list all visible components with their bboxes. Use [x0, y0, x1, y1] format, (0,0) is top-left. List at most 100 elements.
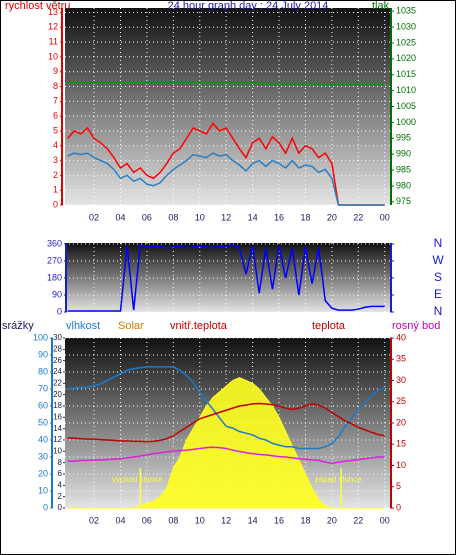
- annotation: západ slunce: [315, 475, 363, 484]
- y2-tick-label: 1015: [396, 69, 416, 79]
- y2-tick-label: 40: [396, 332, 406, 342]
- x-tick-label: 18: [300, 212, 310, 222]
- y-tick-label: 4: [53, 140, 58, 150]
- y-tick-label: 50: [38, 417, 48, 427]
- x-tick-label: 18: [300, 515, 310, 525]
- line: [67, 402, 385, 443]
- annotation: východ slunce: [112, 475, 163, 484]
- y2-tick-label: 15: [396, 439, 406, 449]
- line: [67, 122, 385, 206]
- x-tick-label: 02: [89, 515, 99, 525]
- y-tick-label: 20: [38, 468, 48, 478]
- y2-tick-label: 1025: [396, 37, 416, 47]
- line: [67, 81, 385, 86]
- y2-tick-label: S: [434, 270, 442, 284]
- y-tick-label: 3: [53, 155, 58, 165]
- series-label: teplota: [312, 320, 346, 332]
- x-tick-label: 14: [248, 515, 258, 525]
- chart-title: 24 hour graph day : 24 July 2014: [168, 0, 329, 12]
- x-tick-label: 20: [327, 515, 337, 525]
- y3-tick-label: 0: [58, 503, 63, 512]
- y2-tick-label: 20: [396, 417, 406, 427]
- area: [67, 377, 385, 509]
- y-tick-label: 2: [53, 170, 58, 180]
- x-tick-label: 06: [142, 212, 152, 222]
- y3-tick-label: 18: [53, 401, 62, 410]
- y2-tick-label: 990: [396, 149, 411, 159]
- y-tick-label: 360: [47, 238, 62, 248]
- y2-tick-label: 980: [396, 180, 411, 190]
- y-tick-label: 13: [48, 7, 58, 17]
- line: [67, 366, 386, 450]
- y3-tick-label: 16: [53, 412, 62, 421]
- x-tick-label: 20: [327, 212, 337, 222]
- y-tick-label: 10: [38, 485, 48, 495]
- x-tick-label: 16: [274, 212, 284, 222]
- line: [67, 446, 385, 465]
- y2-tick-label: 1005: [396, 101, 416, 111]
- y2-tick-label: 1010: [396, 85, 416, 95]
- x-tick-label: 08: [168, 212, 178, 222]
- x-tick-label: 10: [195, 515, 205, 525]
- y-tick-label: 10: [48, 51, 58, 61]
- y-tick-label: 30: [38, 451, 48, 461]
- y3-tick-label: 14: [53, 424, 62, 433]
- y-tick-label: 7: [53, 96, 58, 106]
- y2-axis-title: tlak: [372, 0, 390, 12]
- y-tick-label: 9: [53, 66, 58, 76]
- y3-tick-label: 10: [53, 446, 62, 455]
- y-tick-label: 5: [53, 125, 58, 135]
- y-tick-label: 90: [38, 349, 48, 359]
- y2-tick-label: 985: [396, 164, 411, 174]
- y-tick-label: 40: [38, 434, 48, 444]
- y-tick-label: 0: [53, 199, 58, 209]
- y-tick-label: 12: [48, 22, 58, 32]
- x-tick-label: 02: [89, 212, 99, 222]
- x-tick-label: 06: [142, 515, 152, 525]
- y2-tick-label: E: [434, 287, 442, 301]
- x-tick-label: 04: [115, 515, 125, 525]
- x-tick-label: 14: [248, 212, 258, 222]
- y-tick-label: 70: [38, 383, 48, 393]
- y2-tick-label: 35: [396, 354, 406, 364]
- y-tick-label: 80: [38, 366, 48, 376]
- y-tick-label: 11: [49, 36, 58, 46]
- y-tick-label: 90: [52, 289, 62, 299]
- y2-tick-label: 1000: [396, 117, 416, 127]
- y3-tick-label: 8: [58, 458, 63, 467]
- plot-background: [65, 8, 390, 205]
- y2-tick-label: 0: [396, 502, 401, 512]
- x-tick-label: 12: [221, 515, 231, 525]
- x-tick-label: 16: [274, 515, 284, 525]
- series-label: vlhkost: [66, 320, 100, 332]
- y2-tick-label: N: [434, 236, 443, 250]
- series-label: vnitř.teplota: [170, 320, 228, 332]
- y-tick-label: 1: [53, 185, 58, 195]
- y-tick-label: 0: [57, 306, 62, 316]
- x-tick-label: 00: [380, 212, 390, 222]
- series-label: Solar: [118, 320, 144, 332]
- y3-tick-label: 4: [58, 480, 63, 489]
- y-tick-label: 60: [38, 400, 48, 410]
- y2-tick-label: 1030: [396, 21, 416, 31]
- y-axis-title: rychlost větru: [5, 0, 70, 12]
- x-tick-label: 22: [353, 212, 363, 222]
- y2-tick-label: 1020: [396, 53, 416, 63]
- y2-tick-label: 30: [396, 375, 406, 385]
- x-tick-label: 22: [353, 515, 363, 525]
- y2-tick-label: 975: [396, 196, 411, 206]
- y3-tick-label: 30: [53, 333, 62, 342]
- y2-tick-label: 25: [396, 396, 406, 406]
- y2-tick-label: 995: [396, 133, 411, 143]
- line: [67, 243, 385, 312]
- y3-tick-label: 24: [53, 367, 62, 376]
- y3-tick-label: 20: [53, 390, 62, 399]
- y-tick-label: 8: [53, 81, 58, 91]
- y3-tick-label: 6: [58, 469, 63, 478]
- y3-tick-label: 22: [53, 378, 62, 387]
- x-tick-label: 00: [380, 515, 390, 525]
- y-tick-label: 270: [47, 255, 62, 265]
- y3-tick-label: 28: [53, 344, 62, 353]
- line: [67, 152, 385, 206]
